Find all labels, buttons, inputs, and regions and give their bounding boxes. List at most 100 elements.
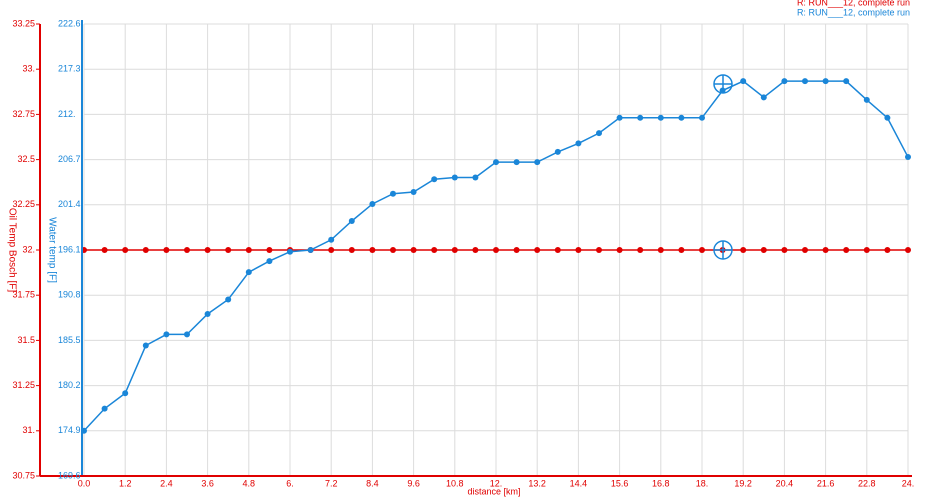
data-point: [451, 174, 458, 181]
data-point: [657, 114, 664, 121]
data-point: [760, 94, 767, 101]
data-point: [843, 247, 850, 253]
data-point: [678, 114, 685, 121]
data-point: [884, 114, 891, 121]
data-point: [802, 247, 808, 253]
data-point: [390, 190, 396, 197]
x-tick-label: 13.2: [528, 478, 546, 488]
x-tick-label: 8.4: [366, 478, 379, 488]
data-point: [142, 342, 149, 349]
x-tick-label: 18.: [696, 478, 709, 488]
data-point: [760, 247, 767, 253]
x-tick-label: 6.: [286, 478, 294, 488]
data-point: [451, 247, 458, 253]
data-point: [225, 247, 232, 253]
data-point: [431, 247, 438, 253]
legend-label: R: RUN___12, complete run: [797, 0, 910, 7]
x-tick-label: 7.2: [325, 478, 338, 488]
y-tick-label: 32.75: [12, 109, 35, 119]
data-point: [678, 247, 685, 253]
data-point: [616, 247, 623, 253]
x-tick-label: 1.2: [119, 478, 132, 488]
x-tick-label: 24.: [902, 478, 915, 488]
data-point: [410, 189, 417, 196]
x-tick-label: 0.0: [78, 478, 91, 488]
x-tick-label: 16.8: [652, 478, 670, 488]
data-point: [596, 247, 602, 253]
data-point: [513, 247, 520, 253]
data-point: [699, 247, 705, 253]
data-point: [616, 114, 623, 121]
data-point: [410, 247, 417, 253]
y-tick-label: 33.: [22, 64, 35, 74]
data-point: [184, 331, 190, 338]
data-point: [637, 247, 644, 253]
cursor: [713, 74, 733, 260]
y2-tick-label: 180.2: [58, 380, 81, 390]
y2-tick-label: 169.6: [58, 470, 81, 480]
x-tick-label: 20.4: [776, 478, 794, 488]
data-point: [822, 247, 829, 253]
y-tick-label: 33.25: [12, 18, 35, 28]
data-point: [204, 310, 211, 317]
data-point: [699, 114, 705, 121]
x-tick-label: 15.6: [611, 478, 629, 488]
data-point: [348, 247, 355, 253]
data-point: [781, 78, 788, 85]
data-point: [348, 218, 355, 225]
data-point: [204, 247, 211, 253]
data-point: [575, 247, 582, 253]
y2-tick-label: 212.: [58, 109, 76, 119]
legend-label: R: RUN___12, complete run: [797, 7, 910, 17]
data-point: [740, 247, 747, 253]
data-point: [863, 96, 870, 103]
data-point: [472, 247, 479, 253]
y2-tick-label: 206.7: [58, 154, 81, 164]
data-point: [369, 200, 376, 207]
x-tick-label: 10.8: [446, 478, 464, 488]
data-point: [328, 236, 335, 243]
x-tick-label: 2.4: [160, 478, 173, 488]
x-tick-label: 19.2: [734, 478, 752, 488]
data-point: [781, 247, 788, 253]
data-point: [802, 78, 808, 85]
data-point: [122, 247, 129, 253]
data-point: [266, 258, 273, 265]
data-point: [472, 174, 479, 181]
data-point: [596, 130, 602, 137]
x-tick-label: 14.4: [570, 478, 588, 488]
y-tick-label: 32.25: [12, 199, 35, 209]
x-tick-label: 21.6: [817, 478, 835, 488]
data-point: [740, 78, 747, 85]
data-point: [575, 140, 582, 147]
x-axis-title: distance [km]: [467, 486, 520, 496]
data-point: [184, 247, 190, 253]
y2-tick-label: 217.3: [58, 64, 81, 74]
data-point: [554, 148, 561, 155]
y2-tick-label: 196.1: [58, 244, 81, 254]
y-tick-label: 30.75: [12, 470, 35, 480]
data-point: [369, 247, 376, 253]
y-tick-label: 32.: [22, 244, 35, 254]
x-tick-label: 4.8: [243, 478, 256, 488]
data-point: [390, 247, 396, 253]
y-tick-label: 32.5: [17, 154, 35, 164]
data-point: [163, 331, 170, 338]
data-point: [431, 176, 438, 183]
x-tick-label: 12.: [490, 478, 503, 488]
data-point: [328, 247, 335, 253]
data-point: [534, 247, 541, 253]
data-point: [142, 247, 149, 253]
data-point: [225, 296, 232, 303]
data-point: [245, 269, 252, 276]
data-point: [822, 78, 829, 85]
data-point: [863, 247, 870, 253]
data-point: [843, 78, 850, 85]
x-tick-label: 22.8: [858, 478, 876, 488]
data-point: [534, 159, 541, 166]
x-tick-label: 3.6: [201, 478, 214, 488]
data-point: [513, 159, 520, 166]
data-point: [657, 247, 664, 253]
data-point: [905, 154, 911, 161]
y2-axis-title: Water temp [F]: [46, 217, 57, 283]
